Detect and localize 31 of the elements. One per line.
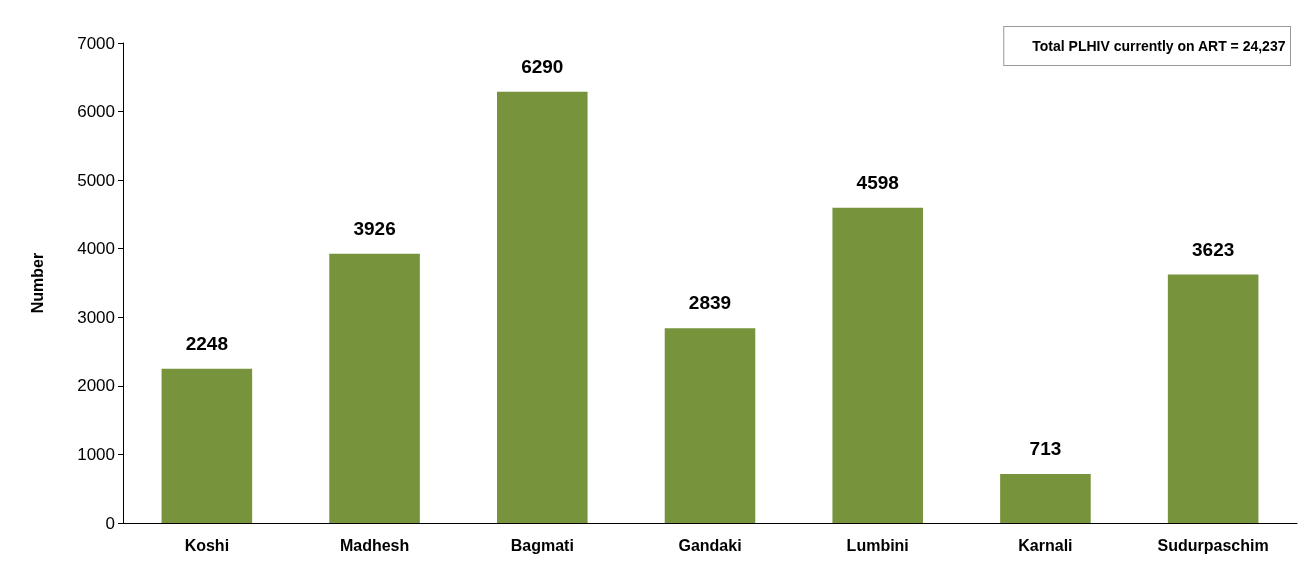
data-label: 6290 [521,55,564,77]
bar [497,91,588,523]
data-label: 2839 [688,292,732,314]
y-axis-title: Number [28,252,46,314]
y-tick-label: 1000 [77,444,115,464]
y-tick-label: 4000 [77,239,115,259]
data-label: 3623 [1192,238,1235,260]
y-tick-label: 5000 [77,170,115,190]
x-tick-label: Bagmati [510,536,574,554]
bar [1000,474,1091,523]
bar [664,328,756,523]
bar [161,368,253,523]
x-tick-label: Madhesh [339,536,410,554]
x-tick-label: Sudurpaschim [1157,536,1269,554]
y-tick-label: 7000 [77,33,115,53]
y-tick-label: 2000 [77,376,115,396]
annotation: Total PLHIV currently on ART = 24,237 [1032,38,1286,54]
bar [1167,274,1259,523]
data-label: 4598 [856,171,899,193]
y-tick-label: 0 [105,513,115,533]
bar [329,253,420,523]
x-tick-label: Koshi [184,536,230,554]
x-tick-label: Lumbini [846,536,909,554]
x-tick-label: Karnali [1018,536,1073,554]
y-tick-label: 6000 [77,102,115,122]
data-label: 2248 [185,332,228,354]
data-label: 713 [1029,438,1062,460]
x-tick-label: Gandaki [678,536,742,554]
bar [832,207,923,523]
y-tick-label: 3000 [77,307,115,327]
data-label: 3926 [353,217,396,239]
